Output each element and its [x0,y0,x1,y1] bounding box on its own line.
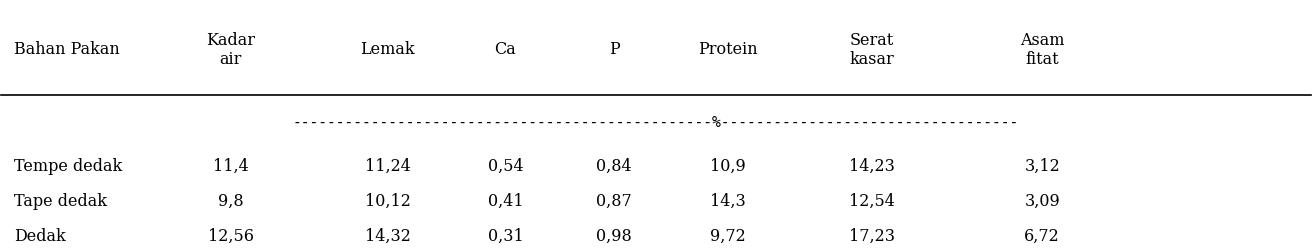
Text: 11,24: 11,24 [365,158,411,175]
Text: 14,32: 14,32 [365,228,411,245]
Text: 0,54: 0,54 [488,158,523,175]
Text: Bahan Pakan: Bahan Pakan [14,41,121,58]
Text: 12,54: 12,54 [849,193,895,210]
Text: 3,12: 3,12 [1025,158,1060,175]
Text: 14,23: 14,23 [849,158,895,175]
Text: 10,12: 10,12 [365,193,411,210]
Text: 12,56: 12,56 [207,228,253,245]
Text: 9,8: 9,8 [218,193,243,210]
Text: Tempe dedak: Tempe dedak [14,158,123,175]
Text: 9,72: 9,72 [710,228,747,245]
Text: 11,4: 11,4 [213,158,248,175]
Text: 10,9: 10,9 [710,158,747,175]
Text: Lemak: Lemak [361,41,415,58]
Text: 0,84: 0,84 [596,158,632,175]
Text: 14,3: 14,3 [710,193,747,210]
Text: 0,87: 0,87 [596,193,632,210]
Text: P: P [609,41,619,58]
Text: 0,98: 0,98 [596,228,632,245]
Text: Kadar
air: Kadar air [206,31,255,68]
Text: Serat
kasar: Serat kasar [850,31,895,68]
Text: Dedak: Dedak [14,228,66,245]
Text: 3,09: 3,09 [1025,193,1060,210]
Text: Tape dedak: Tape dedak [14,193,108,210]
Text: 0,31: 0,31 [488,228,523,245]
Text: Ca: Ca [495,41,517,58]
Text: Protein: Protein [698,41,758,58]
Text: 6,72: 6,72 [1025,228,1060,245]
Text: Asam
fitat: Asam fitat [1019,31,1064,68]
Text: 0,41: 0,41 [488,193,523,210]
Text: 17,23: 17,23 [849,228,895,245]
Text: ------------------------------------------------%-------------------------------: ----------------------------------------… [293,115,1019,130]
